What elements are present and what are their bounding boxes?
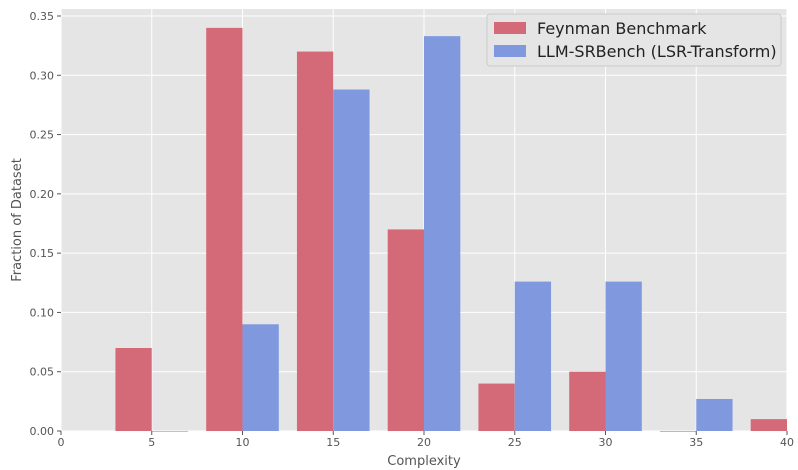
feynman-bar bbox=[387, 229, 424, 431]
legend-label-feynman: Feynman Benchmark bbox=[537, 19, 707, 38]
x-tick-label: 5 bbox=[148, 436, 155, 449]
legend-label-lsr: LLM-SRBench (LSR-Transform) bbox=[537, 42, 777, 61]
y-tick-label: 0.25 bbox=[30, 129, 55, 142]
feynman-bar bbox=[206, 27, 243, 431]
y-tick-label: 0.20 bbox=[30, 188, 55, 201]
y-tick-label: 0.35 bbox=[30, 10, 55, 23]
lsr-bar bbox=[514, 281, 552, 431]
x-tick-label: 30 bbox=[599, 436, 613, 449]
y-tick-label: 0.30 bbox=[30, 69, 55, 82]
feynman-bar bbox=[478, 383, 515, 431]
x-tick-label: 20 bbox=[417, 436, 431, 449]
lsr-bar bbox=[605, 281, 642, 431]
lsr-bar bbox=[242, 324, 279, 431]
lsr-bar bbox=[333, 89, 370, 431]
feynman-bar bbox=[659, 431, 697, 432]
x-tick-label: 15 bbox=[326, 436, 340, 449]
x-tick-label: 35 bbox=[689, 436, 703, 449]
legend: Feynman Benchmark LLM-SRBench (LSR-Trans… bbox=[486, 13, 782, 67]
lsr-bar bbox=[151, 431, 189, 432]
y-tick-label: 0.15 bbox=[30, 247, 55, 260]
y-tick-label: 0.00 bbox=[30, 425, 55, 438]
legend-swatch-lsr bbox=[494, 45, 526, 57]
y-tick-label: 0.05 bbox=[30, 366, 55, 379]
x-tick-label: 40 bbox=[780, 436, 794, 449]
x-tick-label: 25 bbox=[508, 436, 522, 449]
x-tick-label: 0 bbox=[58, 436, 65, 449]
y-tick-label: 0.10 bbox=[30, 306, 55, 319]
feynman-bar bbox=[750, 419, 787, 431]
x-tick-label: 10 bbox=[236, 436, 250, 449]
x-axis-label: Complexity bbox=[387, 454, 461, 469]
feynman-bar bbox=[296, 51, 334, 431]
lsr-bar bbox=[696, 398, 733, 431]
lsr-bar bbox=[424, 36, 461, 432]
legend-swatch-feynman bbox=[494, 22, 526, 34]
feynman-bar bbox=[569, 371, 606, 431]
feynman-bar bbox=[115, 348, 152, 431]
y-axis-label: Fraction of Dataset bbox=[10, 158, 25, 282]
